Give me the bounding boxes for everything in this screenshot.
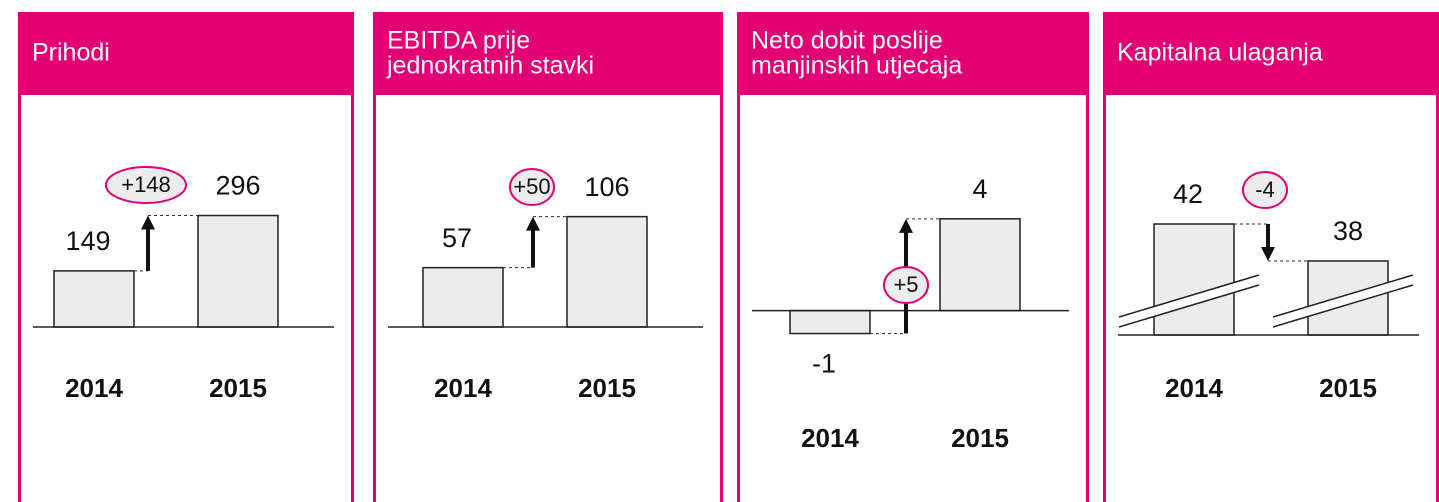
bar (939, 218, 1021, 312)
change-badge (1242, 171, 1288, 209)
panel-border-left (1103, 12, 1106, 502)
value-label: -1 (812, 349, 836, 379)
arrow-head (899, 218, 913, 233)
value-label: 296 (215, 171, 260, 201)
bar (789, 309, 871, 335)
change-label: +148 (121, 172, 171, 197)
category-label: 2014 (1165, 373, 1223, 403)
arrow-head (141, 215, 155, 230)
panel-border-right (351, 12, 354, 502)
axis-break-line (1272, 274, 1414, 318)
panel-title: Neto dobit poslije manjinskih utjecaja (751, 26, 962, 79)
panel-border-right (720, 12, 723, 502)
value-label: 57 (442, 223, 472, 253)
change-label: -4 (1255, 177, 1275, 202)
value-label: 4 (972, 174, 987, 204)
panel-header (18, 12, 354, 95)
panel-border-left (737, 12, 740, 502)
panel-title: Kapitalna ulaganja (1117, 39, 1323, 67)
change-badge (509, 168, 555, 206)
category-label: 2015 (1319, 373, 1377, 403)
change-badge (883, 266, 929, 304)
change-label: +50 (513, 174, 550, 199)
panel: Kapitalna ulaganja 42 2014 38 2015 -4 (1103, 12, 1439, 502)
panel-header (1103, 12, 1439, 95)
category-label: 2014 (434, 373, 492, 403)
axis-break-line (1272, 284, 1414, 328)
panel-title: Prihodi (32, 39, 110, 67)
bar (1153, 223, 1235, 336)
change-label: +5 (893, 272, 918, 297)
arrow-head (526, 216, 540, 231)
panel: Prihodi 149 2014 296 2015 +148 (18, 12, 354, 502)
panel-header (737, 12, 1089, 95)
category-label: 2014 (65, 373, 123, 403)
bar (53, 270, 135, 328)
category-label: 2015 (578, 373, 636, 403)
value-label: 38 (1333, 216, 1363, 246)
panel-header (373, 12, 723, 95)
axis-break (1273, 275, 1413, 327)
change-badge (105, 166, 187, 204)
bar (197, 214, 279, 328)
category-label: 2015 (951, 423, 1009, 453)
arrow-head (1261, 247, 1275, 261)
category-label: 2015 (209, 373, 267, 403)
panel-title: EBITDA prije jednokratnih stavki (386, 26, 594, 79)
panel-border-right (1436, 12, 1439, 502)
value-label: 106 (584, 172, 629, 202)
axis-break-line (1118, 274, 1260, 318)
panel-border-left (373, 12, 376, 502)
panel: EBITDA prije jednokratnih stavki 57 2014 106… (373, 12, 723, 502)
panel-border-left (18, 12, 21, 502)
bar (566, 215, 648, 328)
bar (422, 266, 504, 328)
panel: Neto dobit poslije manjinskih utjecaja -1 2… (737, 12, 1089, 502)
axis-break-line (1118, 284, 1260, 328)
axis-break (1119, 275, 1259, 327)
value-label: 149 (65, 226, 110, 256)
value-label: 42 (1173, 179, 1203, 209)
category-label: 2014 (801, 423, 859, 453)
panel-border-right (1086, 12, 1089, 502)
